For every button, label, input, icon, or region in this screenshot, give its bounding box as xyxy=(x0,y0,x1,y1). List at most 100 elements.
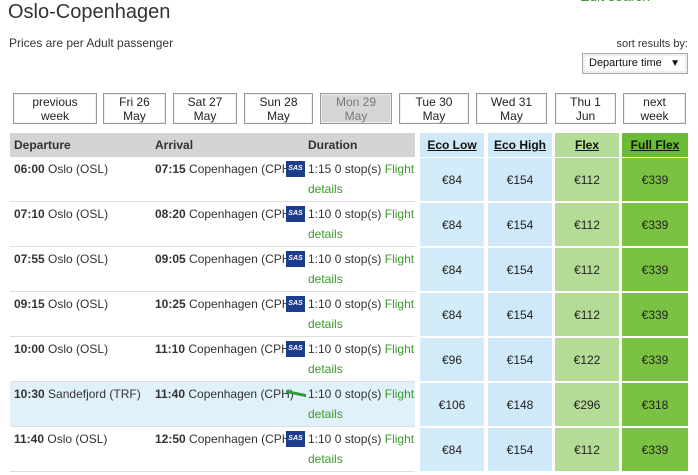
flight-row: 10:30 Sandefjord (TRF) 11:40 Copenhagen (… xyxy=(10,382,415,427)
fare-price[interactable]: €112 xyxy=(555,203,619,246)
flight-details-link[interactable]: Flight details xyxy=(308,387,415,421)
date-line-1: Sun 28 xyxy=(259,95,298,109)
fare-price[interactable]: €106 xyxy=(420,383,484,426)
table-header: Departure Arrival Duration xyxy=(10,133,415,157)
duration: 1:10 0 stop(s) Flight details xyxy=(308,204,415,244)
fare-price[interactable]: €296 xyxy=(555,383,619,426)
stops: 0 stop(s) xyxy=(334,207,382,221)
departure-airport: Oslo (OSL) xyxy=(48,342,109,356)
fare-price[interactable]: €112 xyxy=(555,248,619,291)
fare-price[interactable]: €84 xyxy=(420,248,484,291)
departure-time: 11:40 xyxy=(14,432,45,446)
flight-details-link[interactable]: Flight details xyxy=(308,297,415,331)
flight-details-link[interactable]: Flight details xyxy=(308,207,415,241)
fare-price[interactable]: €148 xyxy=(488,383,552,426)
fare-header[interactable]: Eco High xyxy=(488,133,552,157)
fare-price[interactable]: €122 xyxy=(555,338,619,381)
column-header: Arrival xyxy=(155,138,194,152)
date-line-1: Sat 27 xyxy=(187,95,223,109)
arrival-time: 08:20 xyxy=(155,207,186,221)
flight-details-link[interactable]: Flight details xyxy=(308,342,415,376)
departure: 11:40 Oslo (OSL) xyxy=(14,427,107,451)
departure-airport: Oslo (OSL) xyxy=(48,297,109,311)
date-button[interactable]: Mon 29 May xyxy=(320,93,392,124)
date-button[interactable]: next week xyxy=(623,93,686,124)
flight-details-link[interactable]: Flight details xyxy=(308,252,415,286)
fare-price[interactable]: €154 xyxy=(488,248,552,291)
date-button[interactable]: previous week xyxy=(13,93,97,124)
duration-time: 1:15 xyxy=(308,162,332,176)
date-button[interactable]: Wed 31 May xyxy=(476,93,547,124)
date-button[interactable]: Fri 26 May xyxy=(103,93,166,124)
arrival-time: 07:15 xyxy=(155,162,186,176)
edit-search-link[interactable]: Edit search xyxy=(580,0,650,4)
date-line-2: May xyxy=(344,109,368,123)
fare-price[interactable]: €318 xyxy=(622,383,688,426)
fare-price[interactable]: €339 xyxy=(622,293,688,336)
fare-price[interactable]: €84 xyxy=(420,203,484,246)
arrival-time: 11:10 xyxy=(155,342,186,356)
fare-price[interactable]: €339 xyxy=(622,158,688,201)
duration: 1:10 0 stop(s) Flight details xyxy=(308,249,415,289)
arrival-time: 09:05 xyxy=(155,252,186,266)
stops: 0 stop(s) xyxy=(334,297,382,311)
date-line-1: Mon 29 xyxy=(335,95,377,109)
flight-details-link[interactable]: Flight details xyxy=(308,162,415,196)
sort-select[interactable]: Departure time ▼ xyxy=(582,53,688,74)
flight-details-link[interactable]: Flight details xyxy=(308,432,415,466)
fare-price[interactable]: €112 xyxy=(555,158,619,201)
airline-logo: SAS xyxy=(286,206,305,222)
arrival-airport: Copenhagen (CPH) xyxy=(189,162,295,176)
airline-logo: SAS xyxy=(286,296,305,312)
fare-price[interactable]: €96 xyxy=(420,338,484,381)
arrival-airport: Copenhagen (CPH) xyxy=(189,432,295,446)
fare-price[interactable]: €339 xyxy=(622,428,688,471)
departure: 06:00 Oslo (OSL) xyxy=(14,157,108,181)
fare-price[interactable]: €84 xyxy=(420,428,484,471)
arrival-airport: Copenhagen (CPH) xyxy=(188,387,294,401)
date-line-2: May xyxy=(500,109,523,123)
arrival-airport: Copenhagen (CPH) xyxy=(188,342,294,356)
departure: 10:30 Sandefjord (TRF) xyxy=(14,382,141,406)
duration-time: 1:10 xyxy=(308,387,332,401)
fare-header[interactable]: Eco Low xyxy=(420,133,484,157)
date-line-1: next xyxy=(643,95,666,109)
fare-price[interactable]: €154 xyxy=(488,338,552,381)
duration-time: 1:10 xyxy=(308,297,332,311)
airline-logo: SAS xyxy=(286,161,305,177)
fare-price[interactable]: €339 xyxy=(622,338,688,381)
duration: 1:10 0 stop(s) Flight details xyxy=(308,429,415,469)
flight-row: 11:40 Oslo (OSL) 12:50 Copenhagen (CPH) SA… xyxy=(10,427,415,472)
fare-header[interactable]: Full Flex xyxy=(622,133,688,157)
departure-time: 10:30 xyxy=(14,387,45,401)
date-button[interactable]: Sat 27 May xyxy=(173,93,237,124)
fare-price[interactable]: €154 xyxy=(488,158,552,201)
stops: 0 stop(s) xyxy=(334,432,382,446)
date-line-2: May xyxy=(422,109,446,123)
fare-price[interactable]: €84 xyxy=(420,158,484,201)
fare-price[interactable]: €112 xyxy=(555,293,619,336)
title: Oslo-Copenhagen xyxy=(8,1,171,23)
date-button[interactable]: Thu 1 Jun xyxy=(555,93,616,124)
column-header: Duration xyxy=(308,138,358,152)
arrival-airport: Copenhagen (CPH) xyxy=(189,207,295,221)
flight-row: 07:10 Oslo (OSL) 08:20 Copenhagen (CPH) SA… xyxy=(10,202,415,247)
arrival-airport: Copenhagen (CPH) xyxy=(189,252,295,266)
duration: 1:15 0 stop(s) Flight details xyxy=(308,159,415,199)
fare-price[interactable]: €154 xyxy=(488,428,552,471)
fare-price[interactable]: €339 xyxy=(622,203,688,246)
fare-header[interactable]: Flex xyxy=(555,133,619,157)
arrival-time: 12:50 xyxy=(155,432,186,446)
fare-price[interactable]: €154 xyxy=(488,203,552,246)
sort-value: Departure time xyxy=(589,57,662,69)
fare-price[interactable]: €112 xyxy=(555,428,619,471)
fare-price[interactable]: €84 xyxy=(420,293,484,336)
duration: 1:10 0 stop(s) Flight details xyxy=(308,339,415,379)
departure-time: 09:15 xyxy=(14,297,45,311)
date-button[interactable]: Tue 30 May xyxy=(399,93,469,124)
date-button[interactable]: Sun 28 May xyxy=(244,93,313,124)
fare-price[interactable]: €154 xyxy=(488,293,552,336)
fare-price[interactable]: €339 xyxy=(622,248,688,291)
departure-time: 07:10 xyxy=(14,207,45,221)
flight-row: 09:15 Oslo (OSL) 10:25 Copenhagen (CPH) SA… xyxy=(10,292,415,337)
